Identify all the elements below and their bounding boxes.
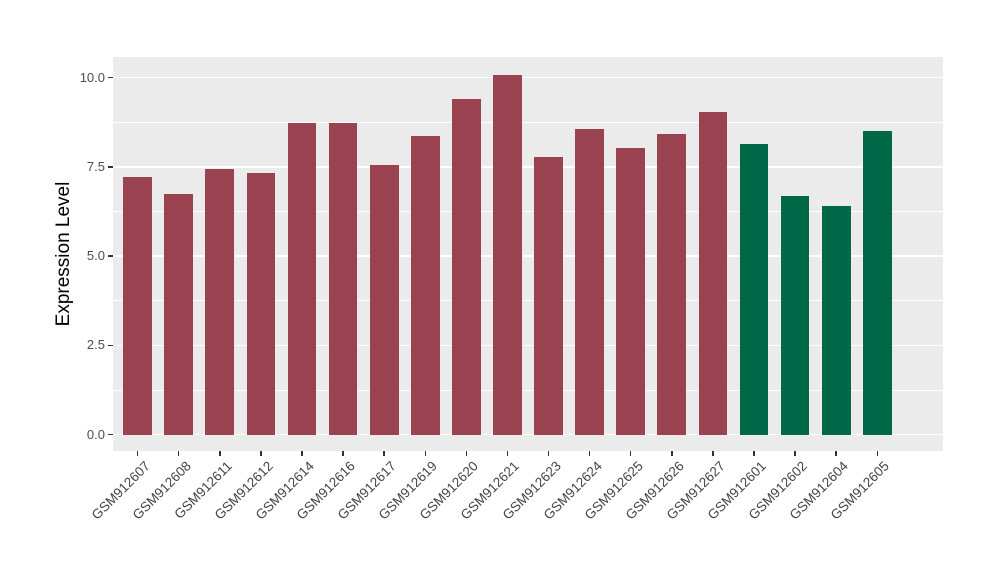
bar-GSM912625 — [616, 148, 646, 435]
x-tick-mark — [219, 451, 221, 456]
x-tick-mark — [301, 451, 303, 456]
bar-GSM912611 — [205, 169, 235, 435]
minor-gridline — [113, 300, 943, 302]
bar-GSM912624 — [575, 129, 604, 435]
x-tick-mark — [671, 451, 673, 456]
bar-GSM912608 — [164, 194, 194, 435]
x-tick-mark — [876, 451, 878, 456]
bar-GSM912621 — [493, 74, 522, 435]
x-tick-mark — [794, 451, 796, 456]
minor-gridline — [113, 211, 943, 212]
major-gridline — [113, 76, 943, 79]
bar-GSM912604 — [821, 205, 851, 435]
x-tick-mark — [260, 451, 262, 456]
x-tick-mark — [547, 451, 550, 456]
y-tick-mark — [108, 76, 113, 79]
y-tick-label: 5.0 — [86, 248, 105, 264]
major-gridline — [113, 344, 943, 347]
y-tick-mark — [108, 433, 113, 436]
minor-gridline — [113, 389, 943, 391]
bar-GSM912617 — [369, 164, 399, 435]
bar-GSM912601 — [739, 143, 769, 435]
x-tick-mark — [424, 451, 427, 456]
x-tick-mark — [177, 451, 180, 456]
x-tick-mark — [588, 451, 591, 456]
y-tick-label: 2.5 — [86, 337, 105, 353]
x-tick-mark — [506, 451, 509, 456]
y-axis-title: Expression Level — [53, 181, 74, 327]
bar-GSM912607 — [123, 176, 153, 435]
y-tick-mark — [108, 344, 113, 347]
bar-GSM912626 — [657, 133, 687, 435]
x-tick-mark — [465, 451, 468, 456]
bar-GSM912602 — [780, 196, 810, 435]
major-gridline — [113, 166, 943, 168]
y-tick-mark — [108, 166, 113, 168]
x-tick-mark — [753, 451, 755, 456]
bar-GSM912605 — [862, 131, 892, 435]
x-tick-mark — [712, 451, 714, 456]
x-tick-mark — [136, 451, 139, 456]
bar-GSM912612 — [246, 172, 276, 435]
bar-GSM912627 — [698, 111, 728, 435]
y-tick-label: 7.5 — [86, 158, 105, 174]
major-gridline — [113, 255, 943, 257]
x-tick-mark — [342, 451, 344, 456]
y-tick-label: 0.0 — [86, 426, 105, 442]
y-tick-label: 10.0 — [79, 69, 105, 85]
bar-GSM912619 — [410, 136, 440, 435]
x-tick-mark — [629, 451, 632, 456]
major-gridline — [113, 433, 943, 436]
bar-GSM912616 — [328, 122, 358, 435]
y-tick-mark — [108, 255, 113, 257]
bar-GSM912623 — [534, 156, 563, 435]
x-tick-mark — [835, 451, 837, 456]
bar-GSM912620 — [451, 99, 481, 435]
x-tick-mark — [383, 451, 385, 456]
plot-panel — [113, 57, 943, 451]
bar-GSM912614 — [287, 123, 317, 435]
minor-gridline — [113, 121, 943, 123]
